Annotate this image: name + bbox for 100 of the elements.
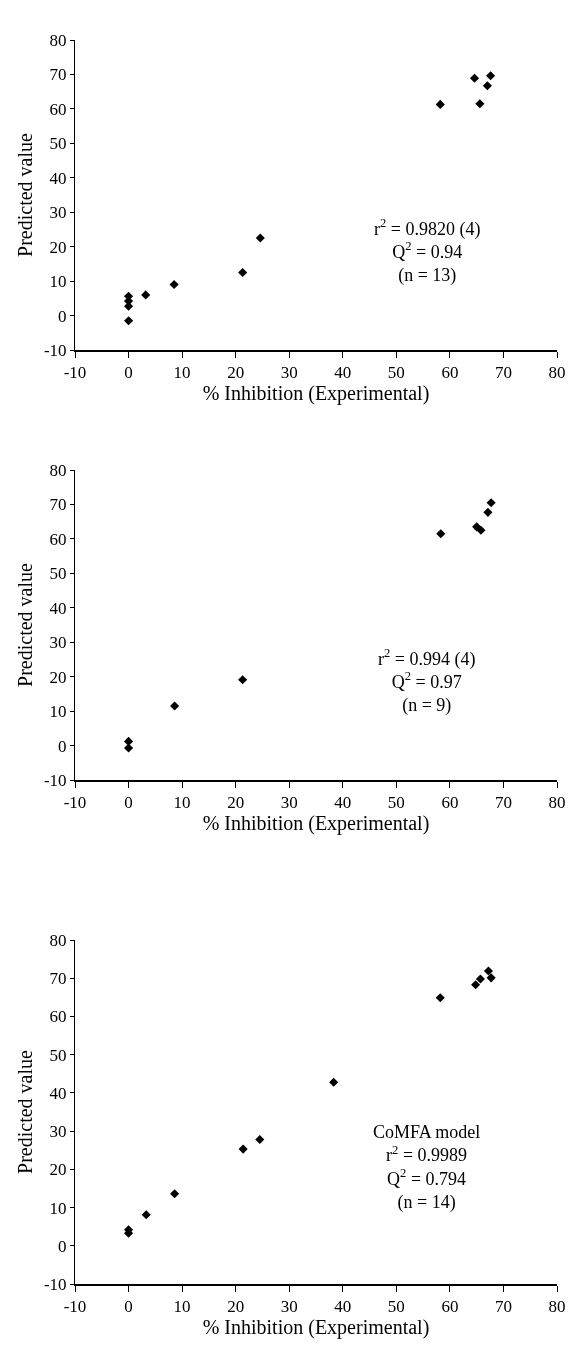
y-tick-label: 10: [49, 1198, 67, 1218]
y-tick-label: 20: [49, 1160, 67, 1180]
point: [170, 1189, 180, 1199]
point: [471, 980, 481, 990]
annotation: (n = 13): [398, 265, 457, 287]
x-tick-label: 20: [227, 793, 245, 813]
x-tick-label: 60: [441, 363, 459, 383]
y-tick-label: 0: [58, 736, 67, 756]
point: [255, 1134, 265, 1145]
y-tick-label: 30: [49, 633, 67, 653]
point: [483, 966, 493, 976]
x-tick-label: 40: [334, 1297, 352, 1317]
point: [238, 1144, 248, 1154]
x-tick-label: 40: [334, 793, 352, 813]
x-tick-label: 30: [280, 363, 298, 383]
x-tick-label: 70: [494, 1297, 512, 1317]
y-tick-label: 60: [49, 529, 67, 549]
x-tick-label: 20: [227, 363, 245, 383]
point: [124, 316, 134, 326]
x-tick-label: 20: [227, 1297, 245, 1317]
x-tick-label: 70: [494, 363, 512, 383]
y-tick-label: 20: [49, 667, 67, 687]
point: [475, 974, 485, 984]
point: [435, 99, 445, 109]
y-tick-label: 40: [49, 168, 67, 188]
y-axis-title: Predicted value: [14, 1049, 37, 1174]
y-axis-title: Predicted value: [14, 132, 37, 257]
point: [486, 973, 496, 983]
point: [238, 267, 248, 278]
y-tick-label: 70: [49, 495, 67, 515]
annotation: (n = 9): [402, 695, 452, 717]
x-tick-label: 0: [124, 793, 133, 813]
x-tick-label: 80: [548, 363, 566, 383]
y-tick-label: 40: [49, 598, 67, 618]
x-tick-label: 50: [387, 793, 405, 813]
x-tick-label: 30: [280, 793, 298, 813]
x-tick-label: 40: [334, 363, 352, 383]
point: [475, 99, 485, 109]
point: [469, 73, 480, 83]
y-tick-label: 80: [49, 460, 67, 480]
x-axis-title: % Inhibition (Experimental): [202, 812, 430, 836]
point: [476, 525, 486, 535]
x-tick-label: 80: [548, 793, 566, 813]
y-tick-label: 70: [49, 65, 67, 85]
point: [170, 701, 180, 711]
point: [329, 1077, 339, 1087]
annotation: Q$^{2}$ = 0.94: [392, 239, 463, 262]
annotation: r$^{2}$ = 0.9989: [386, 1142, 468, 1166]
x-tick-label: 60: [441, 1297, 459, 1317]
x-tick-label: 80: [548, 1297, 566, 1317]
y-tick-label: 80: [49, 930, 67, 950]
point: [255, 233, 265, 243]
point: [141, 290, 151, 300]
x-tick-label: 30: [280, 1297, 298, 1317]
point: [486, 71, 496, 81]
y-tick-label: 30: [49, 203, 67, 223]
x-tick-label: 70: [494, 793, 512, 813]
point: [482, 81, 492, 91]
point: [124, 743, 134, 753]
y-tick-label: 50: [49, 564, 67, 584]
annotation: r$^{2}$ = 0.9820 (4): [374, 216, 481, 240]
point: [486, 498, 496, 508]
y-tick-label: 60: [49, 1007, 67, 1027]
point: [483, 507, 493, 517]
x-tick-label: 0: [124, 363, 133, 383]
annotation: (n = 14): [397, 1192, 456, 1214]
y-tick-label: -10: [43, 770, 67, 790]
x-axis-title: % Inhibition (Experimental): [202, 1316, 430, 1340]
annotation: Q$^{2}$ = 0.794: [387, 1166, 467, 1189]
x-tick-label: 60: [441, 793, 459, 813]
point: [435, 993, 445, 1003]
y-tick-label: 60: [49, 99, 67, 119]
x-tick-label: 50: [387, 1297, 405, 1317]
annotation: r$^{2}$ = 0.994 (4): [378, 646, 476, 670]
y-tick-label: 20: [49, 237, 67, 257]
y-tick-label: 0: [58, 1236, 67, 1256]
point: [169, 280, 179, 290]
x-axis-title: % Inhibition (Experimental): [202, 382, 430, 406]
y-tick-label: 10: [49, 272, 67, 292]
x-tick-label: 10: [173, 363, 191, 383]
y-tick-label: 0: [58, 306, 67, 326]
annotation: CoMFA model: [373, 1122, 481, 1142]
y-tick-label: -10: [43, 340, 67, 360]
y-tick-label: 10: [49, 702, 67, 722]
y-tick-label: 50: [49, 134, 67, 154]
y-tick-label: -10: [43, 1274, 67, 1294]
x-tick-label: 10: [173, 1297, 191, 1317]
x-tick-label: 10: [173, 793, 191, 813]
point: [238, 675, 248, 685]
y-tick-label: 70: [49, 969, 67, 989]
x-tick-label: 0: [124, 1297, 133, 1317]
annotation: Q$^{2}$ = 0.97: [391, 669, 462, 692]
x-tick-label: 50: [387, 363, 405, 383]
y-tick-label: 80: [49, 30, 67, 50]
point: [141, 1210, 151, 1220]
y-tick-label: 50: [49, 1045, 67, 1065]
point: [436, 529, 446, 539]
y-axis-title: Predicted value: [14, 562, 37, 687]
y-tick-label: 30: [49, 1122, 67, 1142]
y-tick-label: 40: [49, 1083, 67, 1103]
